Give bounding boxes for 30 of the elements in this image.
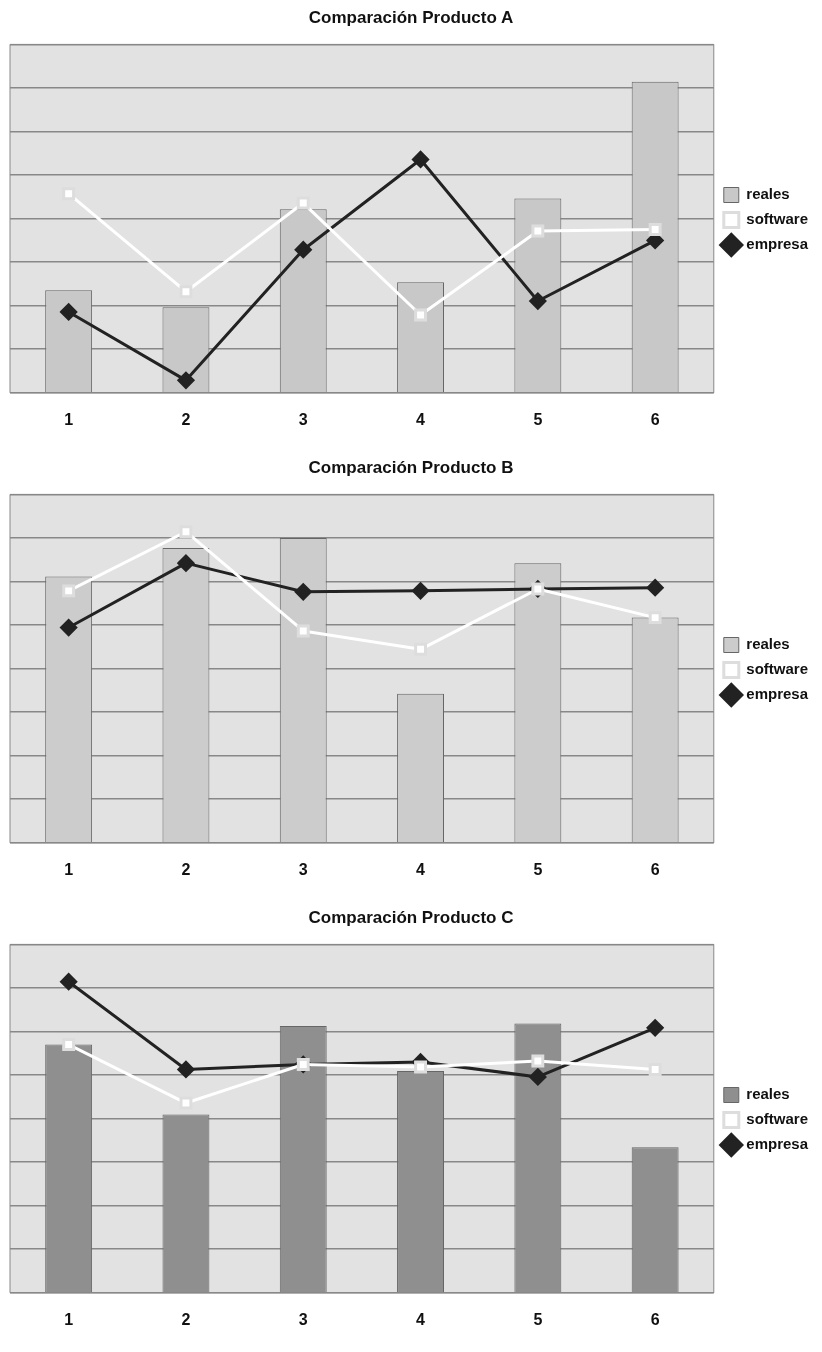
legend-label: reales xyxy=(746,1085,790,1103)
legend-label: empresa xyxy=(746,1135,809,1153)
x-tick-label: 1 xyxy=(64,410,74,428)
x-tick-label: 1 xyxy=(64,1310,74,1328)
x-tick-label: 2 xyxy=(181,1310,191,1328)
x-tick-label: 3 xyxy=(298,1310,308,1328)
x-tick-label: 1 xyxy=(64,860,74,878)
chart-title: Comparación Producto B xyxy=(308,457,514,477)
x-tick-label: 4 xyxy=(416,860,426,878)
legend-label: software xyxy=(746,660,808,678)
x-tick-label: 6 xyxy=(650,860,660,878)
x-tick-label: 5 xyxy=(533,1310,543,1328)
chart-title: Comparación Producto A xyxy=(308,7,514,27)
legend-label: reales xyxy=(746,185,790,203)
x-tick-label: 6 xyxy=(650,410,660,428)
legend-label: reales xyxy=(746,635,790,653)
x-tick-label: 5 xyxy=(533,860,543,878)
legend-label: software xyxy=(746,1110,808,1128)
x-tick-label: 5 xyxy=(533,410,543,428)
x-tick-label: 4 xyxy=(416,410,426,428)
x-tick-label: 3 xyxy=(298,860,308,878)
x-tick-label: 4 xyxy=(416,1310,426,1328)
legend-label: software xyxy=(746,210,808,228)
chart-title: Comparación Producto C xyxy=(308,907,514,927)
x-tick-label: 3 xyxy=(298,410,308,428)
legend-label: empresa xyxy=(746,685,809,703)
x-tick-label: 6 xyxy=(650,1310,660,1328)
legend-label: empresa xyxy=(746,235,809,253)
x-tick-label: 2 xyxy=(181,860,191,878)
x-tick-label: 2 xyxy=(181,410,191,428)
